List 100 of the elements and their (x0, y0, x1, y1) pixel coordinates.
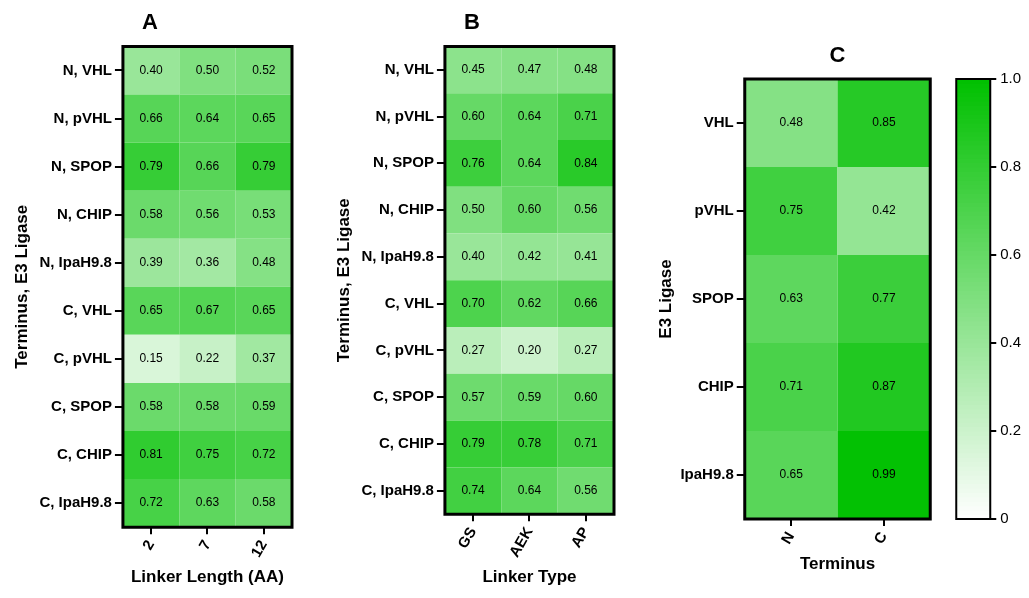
y-tick-label: SPOP (692, 289, 734, 307)
data-label: 0.62 (517, 295, 542, 310)
data-label: 0.99 (872, 467, 896, 482)
color-bar-label: 0.6 (1000, 245, 1022, 263)
data-label: 0.48 (574, 62, 598, 77)
y-tick-label: N, SPOP (373, 153, 434, 171)
data-label: 0.53 (252, 206, 276, 221)
data-label: 0.22 (195, 351, 220, 366)
data-label: 0.64 (517, 155, 542, 170)
data-label: 0.64 (517, 483, 542, 498)
color-bar-label: 0.2 (1000, 421, 1022, 439)
data-label: 0.79 (139, 158, 164, 173)
data-label: 0.60 (517, 202, 542, 217)
data-label: 0.37 (252, 351, 276, 366)
data-label: 0.65 (252, 110, 276, 125)
data-label: 0.56 (195, 206, 220, 221)
data-label: 0.66 (195, 158, 220, 173)
data-label: 0.75 (195, 447, 220, 462)
data-label: 0.72 (139, 495, 164, 510)
y-tick-label: VHL (703, 113, 734, 131)
y-tick-label: N, IpaH9.8 (39, 252, 112, 270)
color-bar-label: 0.8 (1000, 157, 1022, 175)
x-tick-label: N (777, 528, 798, 547)
data-label: 0.47 (517, 62, 542, 77)
data-label: 0.59 (252, 399, 276, 414)
data-label: 0.56 (574, 202, 598, 217)
x-tick-label: C (869, 528, 891, 547)
data-label: 0.75 (779, 203, 804, 218)
data-label: 0.45 (461, 62, 486, 77)
y-tick-label: C, SPOP (51, 397, 112, 415)
data-label: 0.71 (574, 436, 598, 451)
chart-title: C (829, 41, 846, 67)
data-label: 0.56 (574, 483, 598, 498)
data-label: 0.39 (139, 255, 164, 270)
data-label: 0.52 (252, 62, 276, 77)
y-tick-label: IpaH9.8 (680, 465, 734, 483)
y-tick-label: pVHL (694, 201, 734, 219)
data-label: 0.85 (872, 115, 896, 130)
y-tick-label: C, IpaH9.8 (39, 493, 112, 511)
y-tick-label: N, pVHL (53, 108, 112, 126)
y-tick-label: C, IpaH9.8 (361, 480, 434, 498)
data-label: 0.60 (574, 389, 598, 404)
data-label: 0.74 (461, 483, 486, 498)
x-axis-title: Linker Type (482, 567, 577, 587)
data-label: 0.64 (195, 110, 220, 125)
data-label: 0.58 (252, 495, 276, 510)
x-tick-label: AP (566, 523, 592, 551)
data-label: 0.27 (574, 342, 598, 357)
data-label: 0.50 (195, 62, 220, 77)
data-label: 0.27 (461, 342, 486, 357)
y-axis-title: Terminus, E3 Ligase (11, 204, 31, 369)
data-label: 0.58 (195, 399, 220, 414)
y-axis-title: E3 Ligase (655, 259, 675, 339)
y-tick-label: N, SPOP (51, 156, 112, 174)
data-label: 0.87 (872, 379, 896, 394)
data-label: 0.41 (574, 249, 598, 264)
data-label: 0.66 (139, 110, 164, 125)
y-tick-label: C, VHL (62, 300, 112, 318)
data-label: 0.48 (779, 115, 804, 130)
y-tick-label: CHIP (697, 377, 734, 395)
y-tick-label: N, VHL (384, 59, 434, 77)
y-tick-label: C, VHL (384, 293, 434, 311)
x-axis-title: Linker Length (AA) (130, 567, 284, 587)
data-label: 0.40 (139, 62, 164, 77)
data-label: 0.78 (517, 436, 542, 451)
data-label: 0.76 (461, 155, 486, 170)
color-bar-label: 1.0 (1000, 69, 1022, 87)
y-tick-label: C, SPOP (373, 387, 434, 405)
data-label: 0.57 (461, 389, 486, 404)
data-label: 0.50 (461, 202, 486, 217)
data-label: 0.65 (139, 303, 164, 318)
data-label: 0.79 (252, 158, 276, 173)
data-label: 0.71 (779, 379, 804, 394)
data-label: 0.70 (461, 295, 486, 310)
y-axis-title: Terminus, E3 Ligase (333, 198, 353, 363)
data-label: 0.20 (517, 342, 542, 357)
y-tick-label: N, pVHL (375, 106, 434, 124)
y-tick-label: N, VHL (62, 60, 112, 78)
data-label: 0.67 (195, 303, 220, 318)
data-label: 0.63 (195, 495, 220, 510)
data-label: 0.40 (461, 249, 486, 264)
data-label: 0.65 (779, 467, 804, 482)
data-label: 0.63 (779, 291, 804, 306)
chart-title: A (142, 9, 159, 35)
x-tick-label: 2 (138, 536, 158, 553)
y-tick-label: C, pVHL (53, 349, 112, 367)
y-tick-label: N, IpaH9.8 (361, 247, 434, 265)
y-tick-label: N, CHIP (56, 204, 112, 222)
y-tick-label: C, CHIP (56, 445, 112, 463)
data-label: 0.66 (574, 295, 598, 310)
data-label: 0.58 (139, 399, 164, 414)
y-tick-label: C, CHIP (378, 434, 434, 452)
data-label: 0.72 (252, 447, 276, 462)
y-tick-label: C, pVHL (375, 340, 434, 358)
y-tick-label: N, CHIP (378, 200, 434, 218)
data-label: 0.42 (872, 203, 896, 218)
data-label: 0.77 (872, 291, 896, 306)
x-tick-label: 12 (246, 536, 270, 560)
color-bar-label: 0.4 (1000, 333, 1022, 351)
x-axis-title: Terminus (799, 554, 876, 574)
